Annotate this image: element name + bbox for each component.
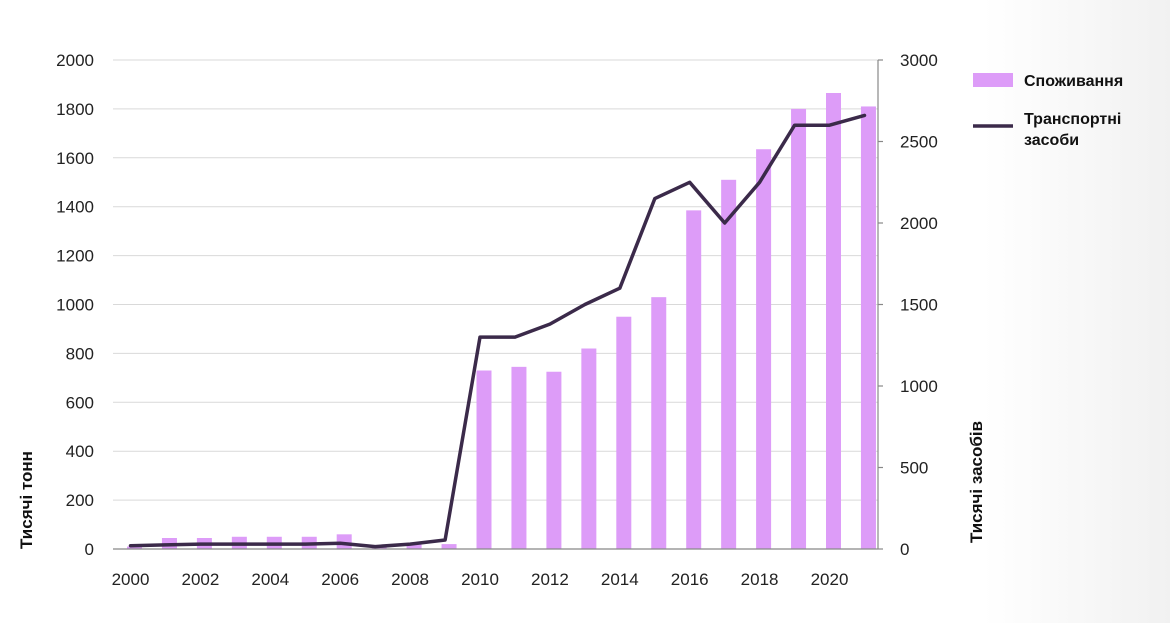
bar — [546, 371, 562, 549]
y-left-tick-labels: 0 200 400 600 800 1000 1200 1400 1600 1800 2000 — [56, 51, 94, 559]
bar — [721, 179, 737, 549]
x-tick-label: 2010 — [461, 570, 499, 589]
x-tick-label: 2016 — [671, 570, 709, 589]
bar — [791, 108, 807, 550]
bar — [406, 544, 422, 549]
y-left-tick-label: 1400 — [56, 198, 94, 217]
y-right-tick-label: 500 — [900, 459, 928, 478]
bar — [476, 370, 492, 549]
bar — [616, 316, 632, 549]
x-tick-label: 2018 — [741, 570, 779, 589]
y-right-tick-label: 2000 — [900, 214, 938, 233]
gridlines — [113, 59, 878, 501]
y-left-tick-label: 1800 — [56, 100, 94, 119]
axes — [113, 59, 883, 550]
x-tick-label: 2000 — [112, 570, 150, 589]
legend-swatch-consumption — [973, 73, 1013, 87]
legend: Споживання Транспортні засоби — [973, 73, 1123, 149]
bar — [826, 93, 841, 549]
bar — [511, 366, 527, 549]
legend-label-vehicles-line2: засоби — [1024, 132, 1079, 149]
x-tick-label: 2006 — [321, 570, 359, 589]
y-left-tick-label: 1600 — [56, 149, 94, 168]
y-right-tick-label: 2500 — [900, 133, 938, 152]
y-left-tick-label: 600 — [66, 393, 94, 412]
bar — [127, 546, 142, 549]
vehicles-line — [128, 113, 867, 549]
bar — [581, 348, 597, 549]
bar — [651, 297, 667, 549]
y-left-tick-label: 1200 — [56, 247, 94, 266]
bar — [860, 106, 876, 549]
x-tick-label: 2020 — [811, 570, 849, 589]
x-tick-labels: 2000 2002 2004 2006 2008 2010 2012 2014 2016 2018… — [112, 570, 849, 589]
consumption-bars — [127, 93, 876, 550]
y-right-tick-label: 1500 — [900, 296, 938, 315]
y-right-tick-labels: 0 500 1000 1500 2000 2500 3000 — [900, 51, 938, 559]
x-tick-label: 2012 — [531, 570, 569, 589]
x-tick-label: 2008 — [391, 570, 429, 589]
x-tick-label: 2014 — [601, 570, 639, 589]
legend-label-vehicles-line1: Транспортні — [1024, 111, 1121, 128]
y-left-axis-title: Тисячі тонн — [17, 451, 36, 549]
y-left-tick-label: 200 — [66, 491, 94, 510]
x-tick-label: 2004 — [251, 570, 289, 589]
bar — [686, 210, 702, 549]
y-left-tick-label: 1000 — [56, 296, 94, 315]
x-tick-label: 2002 — [181, 570, 219, 589]
y-right-tick-label: 3000 — [900, 51, 938, 70]
y-right-tick-label: 1000 — [900, 377, 938, 396]
y-left-tick-label: 800 — [66, 344, 94, 363]
y-left-tick-label: 2000 — [56, 51, 94, 70]
y-left-tick-label: 400 — [66, 442, 94, 461]
y-left-tick-label: 0 — [85, 540, 94, 559]
legend-label-consumption: Споживання — [1024, 73, 1123, 90]
bar — [756, 149, 772, 549]
y-right-axis-title: Тисячі засобів — [967, 421, 986, 543]
bar — [441, 544, 457, 549]
y-right-tick-label: 0 — [900, 540, 909, 559]
